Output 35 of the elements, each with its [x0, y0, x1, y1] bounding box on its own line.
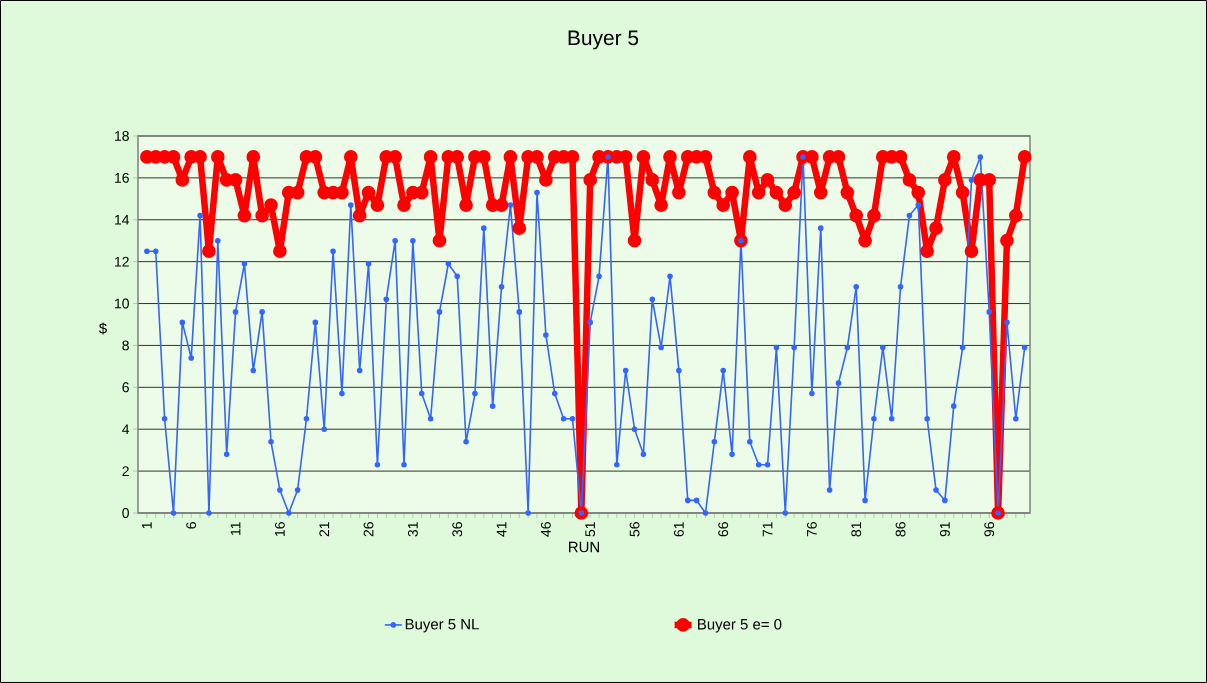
- y-tick-label: 16: [115, 172, 129, 183]
- x-tick-label: 36: [452, 522, 463, 537]
- x-tick-label: 31: [407, 522, 418, 537]
- x-tick-label: 61: [673, 522, 684, 537]
- x-tick-label: 86: [895, 522, 906, 537]
- x-tick-label: 26: [363, 522, 374, 537]
- y-tick-label: 12: [115, 256, 129, 267]
- x-tick-label: 21: [319, 522, 330, 537]
- x-tick-label: 16: [274, 522, 285, 536]
- x-tick-label: 51: [585, 522, 596, 537]
- y-tick-label: 8: [122, 340, 129, 351]
- y-tick-label: 4: [122, 424, 130, 434]
- y-tick-label: 6: [122, 382, 129, 393]
- x-tick-label: 6: [186, 522, 197, 529]
- x-tick-label: 46: [540, 522, 551, 537]
- x-tick-label: 41: [496, 522, 507, 537]
- y-tick-label: 14: [115, 214, 130, 225]
- y-tick-label: 0: [122, 508, 129, 518]
- x-tick-label: 11: [230, 522, 241, 535]
- y-axis-title: $: [98, 322, 107, 335]
- y-tick-label: 18: [115, 131, 129, 141]
- chart-title: Buyer 5: [568, 30, 639, 50]
- x-axis-title: RUN: [569, 541, 599, 553]
- y-tick-label: 2: [122, 466, 129, 476]
- x-tick-label: 96: [984, 522, 995, 537]
- y-tick-label: 10: [115, 298, 129, 309]
- legend-label: Buyer 5 NL: [405, 619, 479, 633]
- legend-label: Buyer 5 e= 0: [698, 618, 782, 633]
- x-tick-label: 76: [806, 522, 817, 537]
- x-tick-label: 1: [142, 522, 152, 529]
- x-tick-label: 66: [718, 522, 729, 537]
- x-tick-label: 71: [762, 522, 773, 537]
- x-tick-label: 91: [939, 522, 950, 537]
- x-tick-label: 56: [629, 522, 640, 537]
- x-tick-label: 81: [851, 522, 862, 537]
